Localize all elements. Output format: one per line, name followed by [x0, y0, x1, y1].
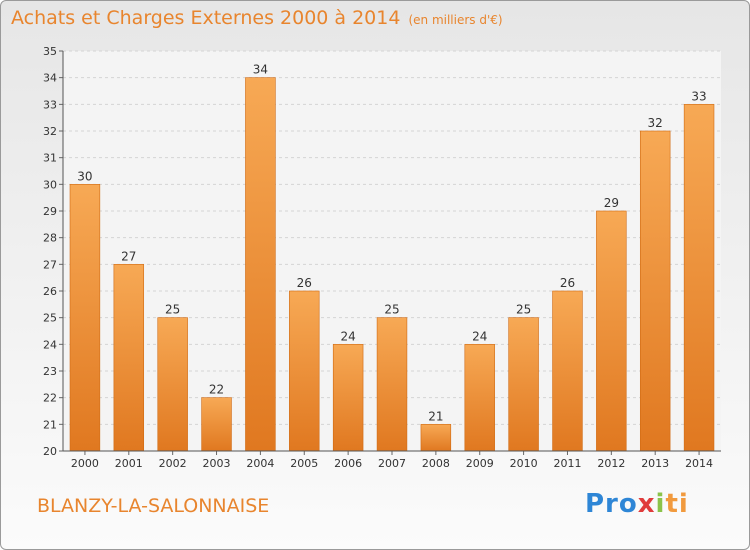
data-label-2009: 24 [472, 329, 487, 343]
city-name: BLANZY-LA-SALONNAISE [37, 495, 270, 517]
bar-2002 [157, 317, 188, 452]
y-tick-label: 33 [43, 98, 57, 111]
bar-2008 [420, 424, 452, 452]
x-tick-label-2010: 2010 [510, 457, 538, 470]
data-label-2011: 26 [560, 276, 575, 290]
y-tick-label: 34 [43, 72, 57, 85]
bar-2013 [639, 130, 671, 452]
y-tick-label: 26 [43, 285, 57, 298]
x-tick-label-2004: 2004 [246, 457, 274, 470]
data-label-2014: 33 [691, 89, 706, 103]
data-label-2008: 21 [428, 409, 443, 423]
proxiti-logo: Proxiti [585, 489, 689, 519]
data-label-2010: 25 [516, 303, 531, 317]
bar-2012 [596, 210, 627, 452]
x-tick-label-2003: 2003 [203, 457, 231, 470]
bar-2001 [113, 264, 145, 452]
x-tick-label-2014: 2014 [685, 457, 713, 470]
bar-2014 [683, 104, 715, 452]
x-tick-label-2000: 2000 [71, 457, 99, 470]
bar-2010 [508, 317, 539, 452]
x-tick-label-2001: 2001 [115, 457, 143, 470]
x-tick-label-2006: 2006 [334, 457, 362, 470]
data-label-2001: 27 [121, 249, 136, 263]
y-tick-label: 29 [43, 205, 57, 218]
data-label-2013: 32 [648, 116, 663, 130]
y-tick-label: 32 [43, 125, 57, 138]
data-label-2007: 25 [384, 303, 399, 317]
data-label-2003: 22 [209, 383, 224, 397]
y-tick-label: 25 [43, 312, 57, 325]
x-tick-label-2005: 2005 [290, 457, 318, 470]
x-tick-label-2008: 2008 [422, 457, 450, 470]
x-tick-label-2012: 2012 [597, 457, 625, 470]
bar-2004 [245, 77, 276, 452]
data-label-2004: 34 [253, 63, 268, 77]
y-tick-label: 23 [43, 365, 57, 378]
y-tick-label: 31 [43, 152, 57, 165]
bar-2000 [69, 184, 101, 452]
bar-2007 [376, 317, 408, 452]
data-label-2002: 25 [165, 303, 180, 317]
bar-2009 [464, 344, 495, 452]
chart-title-text: Achats et Charges Externes 2000 à 2014 [11, 7, 401, 29]
chart-unit: (en milliers d'€) [408, 13, 503, 27]
data-label-2000: 30 [77, 169, 92, 183]
data-label-2006: 24 [340, 329, 355, 343]
y-tick-label: 22 [43, 392, 57, 405]
y-tick-label: 28 [43, 232, 57, 245]
x-tick-label-2007: 2007 [378, 457, 406, 470]
x-tick-label-2011: 2011 [553, 457, 581, 470]
bar-2006 [332, 344, 364, 452]
x-tick-label-2009: 2009 [466, 457, 494, 470]
data-label-2005: 26 [297, 276, 312, 290]
y-tick-label: 27 [43, 258, 57, 271]
y-tick-label: 24 [43, 338, 57, 351]
bar-2011 [552, 290, 583, 452]
x-tick-label-2002: 2002 [159, 457, 187, 470]
x-tick-label-2013: 2013 [641, 457, 669, 470]
y-tick-label: 30 [43, 178, 57, 191]
bar-2005 [289, 290, 320, 452]
y-tick-label: 21 [43, 418, 57, 431]
y-tick-label: 35 [43, 45, 57, 58]
y-tick-label: 20 [43, 445, 57, 458]
data-label-2012: 29 [604, 196, 619, 210]
bar-2003 [201, 397, 232, 452]
chart-title: Achats et Charges Externes 2000 à 2014 (e… [11, 7, 503, 29]
